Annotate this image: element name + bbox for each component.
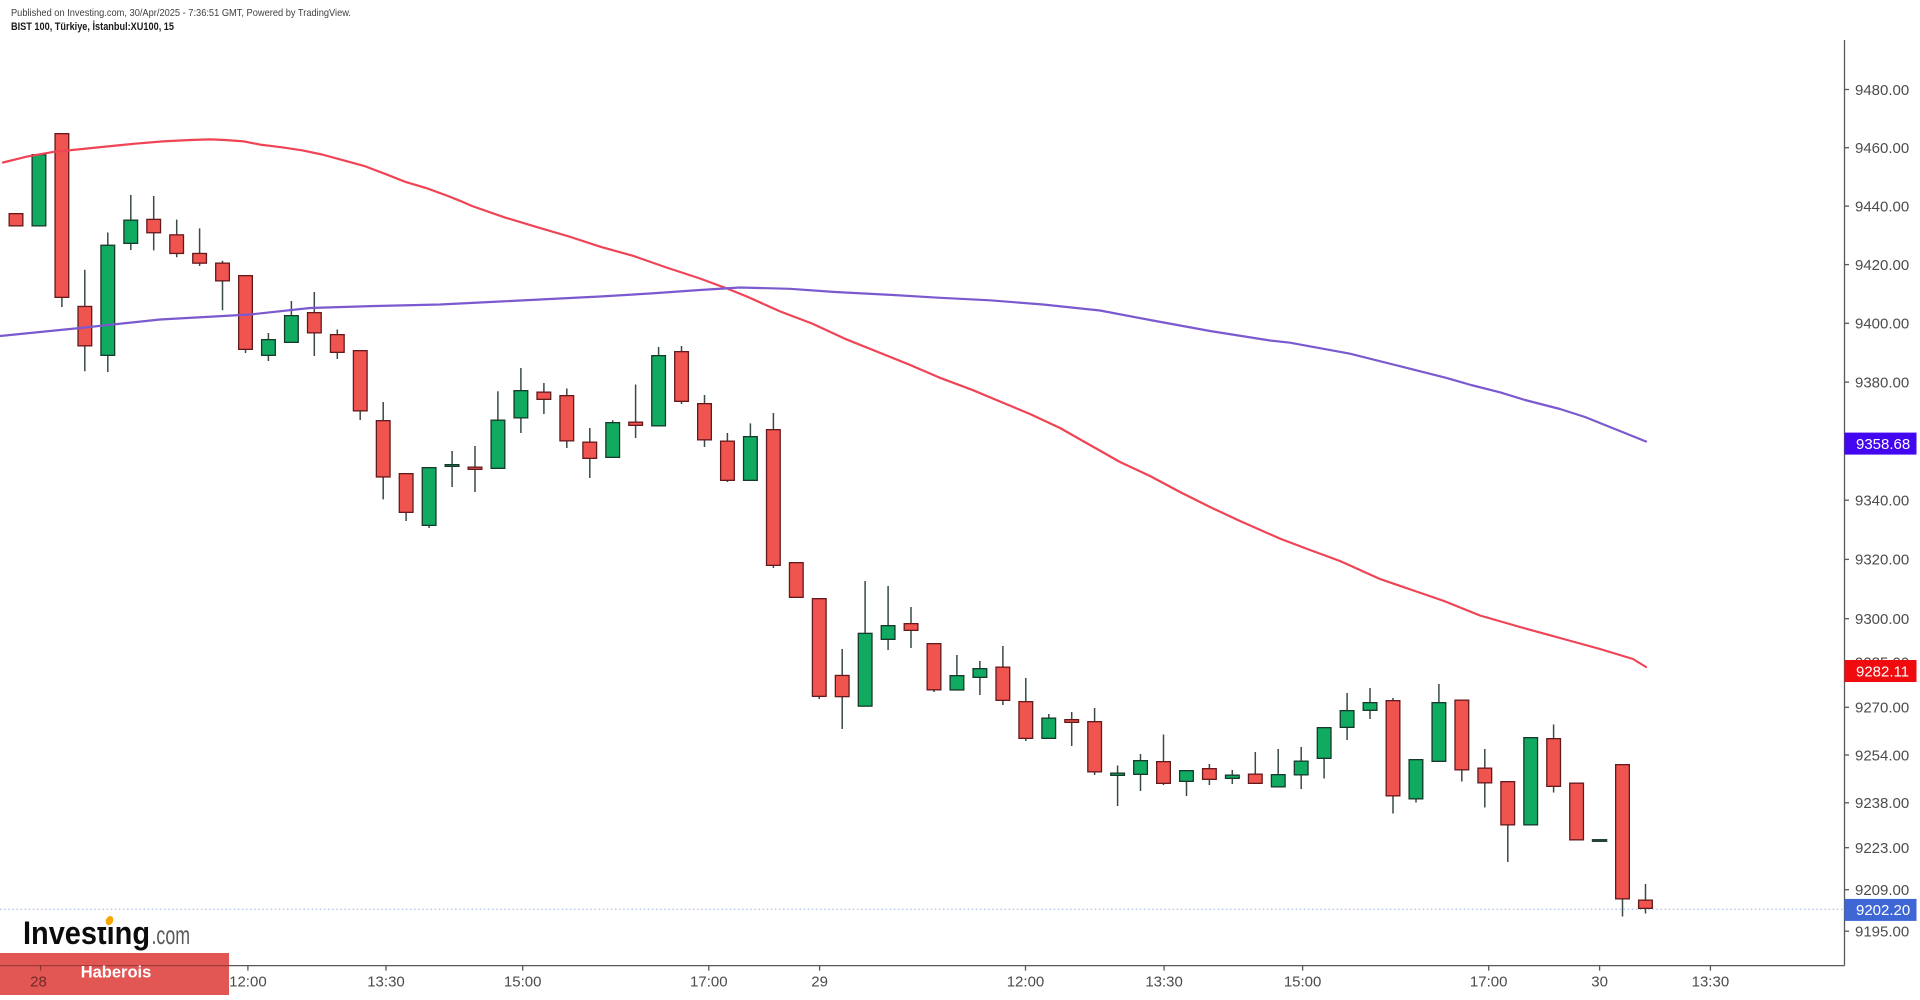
svg-text:9340.00: 9340.00: [1855, 493, 1909, 510]
svg-text:15:00: 15:00: [504, 974, 542, 991]
svg-text:30: 30: [1591, 974, 1608, 991]
svg-text:9420.00: 9420.00: [1855, 257, 1909, 274]
svg-text:9358.68: 9358.68: [1856, 436, 1910, 453]
svg-text:9380.00: 9380.00: [1855, 374, 1909, 391]
svg-text:9440.00: 9440.00: [1855, 198, 1909, 215]
svg-text:17:00: 17:00: [1470, 974, 1508, 991]
svg-text:28: 28: [30, 974, 47, 991]
svg-text:9400.00: 9400.00: [1855, 316, 1909, 333]
svg-text:9300.00: 9300.00: [1855, 611, 1909, 628]
svg-text:12:00: 12:00: [229, 974, 267, 991]
svg-text:13:30: 13:30: [1145, 974, 1183, 991]
svg-text:Published on Investing.com, 30: Published on Investing.com, 30/Apr/2025 …: [11, 7, 351, 19]
svg-text:9282.11: 9282.11: [1856, 663, 1909, 680]
svg-text:Haberois: Haberois: [81, 964, 152, 982]
svg-text:9254.00: 9254.00: [1855, 747, 1909, 764]
svg-text:13:30: 13:30: [1692, 974, 1730, 991]
svg-text:9480.00: 9480.00: [1855, 82, 1909, 99]
svg-text:9195.00: 9195.00: [1855, 924, 1909, 941]
svg-text:.com: .com: [152, 920, 191, 950]
svg-text:BIST 100, Türkiye, İstanbul:XU: BIST 100, Türkiye, İstanbul:XU100, 15: [11, 20, 174, 33]
svg-text:9320.00: 9320.00: [1855, 552, 1909, 569]
svg-text:9209.00: 9209.00: [1855, 882, 1909, 899]
svg-text:12:00: 12:00: [1007, 974, 1045, 991]
svg-text:13:30: 13:30: [367, 974, 405, 991]
svg-text:9223.00: 9223.00: [1855, 840, 1909, 857]
svg-text:15:00: 15:00: [1284, 974, 1322, 991]
svg-text:9460.00: 9460.00: [1855, 140, 1909, 157]
svg-text:29: 29: [811, 974, 828, 991]
svg-text:Investing: Investing: [23, 915, 150, 951]
svg-text:9238.00: 9238.00: [1855, 795, 1909, 812]
svg-text:9270.00: 9270.00: [1855, 700, 1909, 717]
svg-text:9202.20: 9202.20: [1856, 902, 1910, 919]
svg-text:17:00: 17:00: [690, 974, 728, 991]
